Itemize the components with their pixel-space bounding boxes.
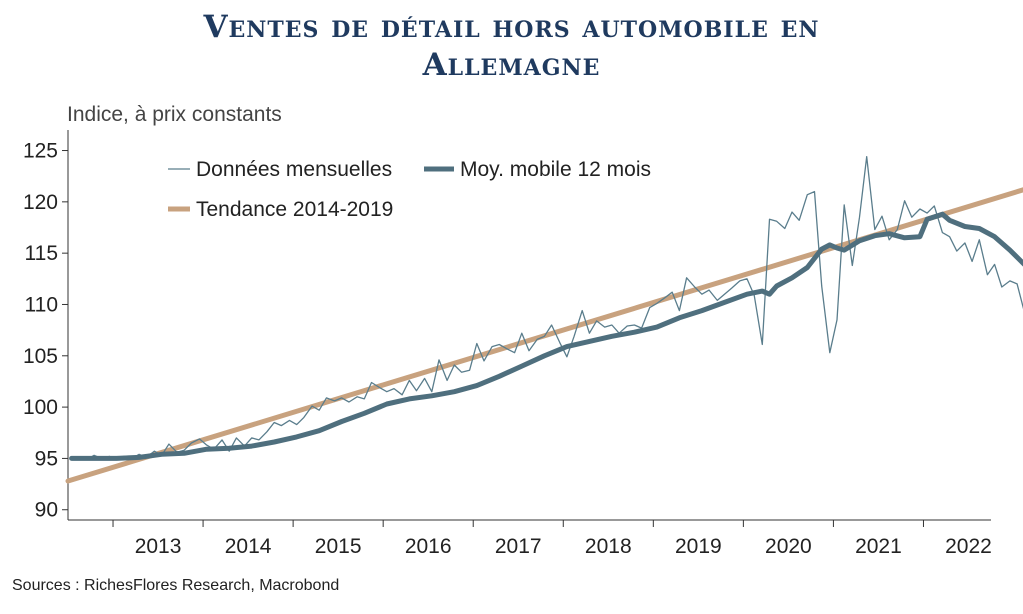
y-tick-label: 110 xyxy=(25,293,58,316)
axes: 125 120 115 110 105 100 95 90 2013 2014 2015 2016 20… xyxy=(23,130,992,558)
y-tick-label: 125 xyxy=(23,140,58,163)
source-note: Sources : RichesFlores Research, Macrobo… xyxy=(12,577,339,594)
series-line-1 xyxy=(69,211,1023,461)
x-tick-label: 2020 xyxy=(765,535,812,558)
series-group xyxy=(65,156,1023,484)
y-tick-label: 100 xyxy=(23,396,58,419)
x-tick-label: 2014 xyxy=(225,535,272,558)
y-tick-label: 90 xyxy=(35,499,58,522)
y-tick-label: 115 xyxy=(25,242,58,265)
x-tick-label: 2015 xyxy=(315,535,362,558)
x-tick-label: 2017 xyxy=(495,535,542,558)
chart-title-line2: Allemagne xyxy=(422,47,601,83)
x-tick-label: 2022 xyxy=(945,535,992,558)
y-tick-label: 105 xyxy=(23,345,58,368)
x-tick-label: 2018 xyxy=(585,535,632,558)
legend-label-1: Moy. mobile 12 mois xyxy=(460,158,651,181)
x-tick-label: 2016 xyxy=(405,535,452,558)
legend: Données mensuelles Moy. mobile 12 mois Ten… xyxy=(168,158,651,221)
x-tick-label: 2013 xyxy=(135,535,182,558)
chart-title: Ventes de détail hors automobile en Alle… xyxy=(0,8,1023,84)
legend-label-2: Tendance 2014-2019 xyxy=(196,198,393,221)
y-tick-label: 95 xyxy=(35,447,58,470)
y-tick-label: 120 xyxy=(23,191,58,214)
x-tick-label: 2021 xyxy=(855,535,902,558)
y-unit-label: Indice, à prix constants xyxy=(67,103,282,126)
legend-label-0: Données mensuelles xyxy=(196,158,392,181)
chart-title-line1: Ventes de détail hors automobile en xyxy=(203,9,820,45)
x-tick-label: 2019 xyxy=(675,535,722,558)
